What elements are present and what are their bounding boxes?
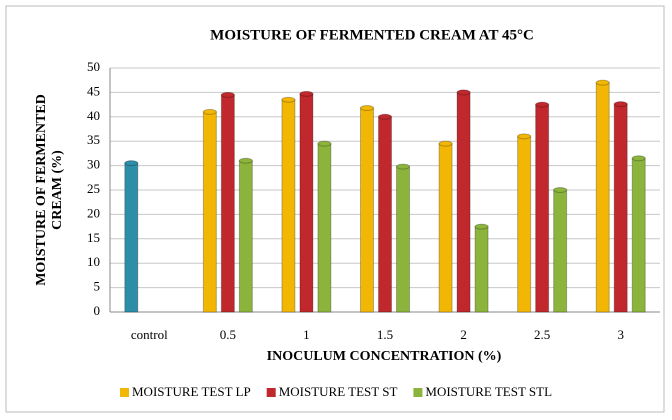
bar-cap xyxy=(360,105,374,112)
x-tick-label: 3 xyxy=(617,327,624,342)
bar xyxy=(124,162,139,313)
bar-cap xyxy=(378,113,392,120)
y-axis-label-line: CREAM (%) xyxy=(50,150,65,230)
y-tick-label: 25 xyxy=(87,181,100,196)
bar xyxy=(456,91,471,313)
legend-label: MOISTURE TEST ST xyxy=(279,384,398,399)
y-tick-label: 5 xyxy=(94,279,101,294)
bar xyxy=(281,99,296,313)
legend-swatch xyxy=(120,388,129,397)
legend-swatch xyxy=(413,388,423,397)
bar-cap xyxy=(553,187,568,193)
chart-title: MOISTURE OF FERMENTED CREAM AT 45°C xyxy=(210,27,534,43)
bar xyxy=(238,160,253,313)
bar-cap xyxy=(438,140,453,147)
y-tick-label: 40 xyxy=(87,108,100,123)
bar xyxy=(631,157,646,313)
y-tick-label: 0 xyxy=(94,303,101,318)
bar-cap xyxy=(220,91,235,98)
bar xyxy=(474,226,489,313)
bar xyxy=(317,143,332,313)
y-tick-label: 45 xyxy=(87,83,100,98)
legend-swatch xyxy=(266,388,276,397)
bar xyxy=(517,135,532,313)
bar-cap xyxy=(474,223,489,230)
bar xyxy=(202,111,217,313)
bar-cap xyxy=(202,108,217,115)
bar xyxy=(595,82,610,313)
bar-cap xyxy=(281,96,296,103)
bar-cap xyxy=(631,155,646,162)
y-tick-label: 35 xyxy=(87,132,100,147)
y-tick-label: 50 xyxy=(87,59,100,74)
legend-label: MOISTURE TEST LP xyxy=(132,384,251,399)
bar-cap xyxy=(124,160,139,167)
x-axis-label: INOCULUM CONCENTRATION (%) xyxy=(267,349,502,364)
bar xyxy=(535,104,550,313)
bar xyxy=(438,143,453,313)
bar xyxy=(396,166,410,313)
y-tick-label: 10 xyxy=(87,254,100,269)
bar-cap xyxy=(517,133,532,140)
legend-label: MOISTURE TEST STL xyxy=(425,384,552,399)
y-axis-label: MOISTURE OF FERMENTED CREAM (%) xyxy=(34,94,65,286)
bar xyxy=(360,107,374,313)
x-tick-label: 1 xyxy=(303,327,310,342)
bar-cap xyxy=(595,79,610,86)
bar xyxy=(553,189,568,313)
y-tick-label: 20 xyxy=(87,205,100,220)
y-tick-label: 15 xyxy=(87,230,100,245)
x-tick-label: 2.5 xyxy=(534,327,550,342)
bar-cap xyxy=(456,89,471,96)
bar-cap xyxy=(317,140,332,147)
x-tick-label: control xyxy=(131,327,168,342)
y-axis-label-line: MOISTURE OF FERMENTED xyxy=(34,94,49,286)
y-tick-label: 30 xyxy=(87,157,100,172)
bar xyxy=(378,116,392,313)
bar-cap xyxy=(396,163,410,170)
x-tick-label: 0.5 xyxy=(220,327,236,342)
x-tick-label: 1.5 xyxy=(377,327,393,342)
bar xyxy=(220,94,235,313)
bar-cap xyxy=(238,157,253,164)
bar xyxy=(613,103,628,313)
bar-cap xyxy=(613,101,628,108)
bar-cap xyxy=(535,101,550,108)
bar-cap xyxy=(299,90,314,97)
bar xyxy=(299,93,314,313)
x-tick-label: 2 xyxy=(460,327,467,342)
